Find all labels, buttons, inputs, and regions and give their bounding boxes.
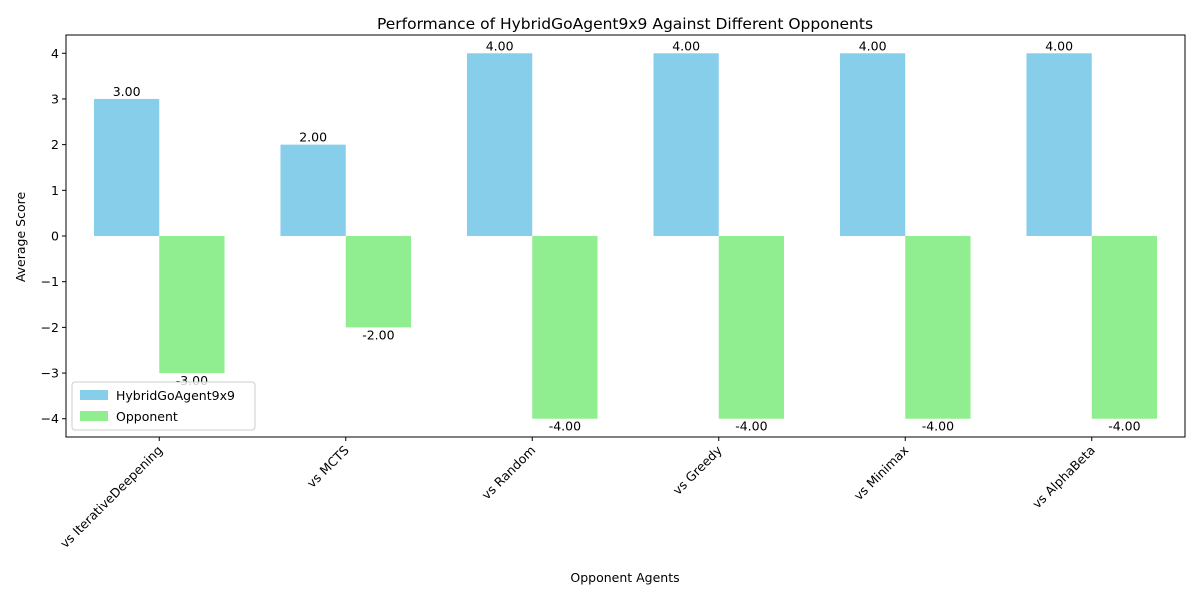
legend-swatch bbox=[80, 411, 108, 421]
legend-label: Opponent bbox=[116, 409, 178, 424]
plot-frame bbox=[65, 34, 1186, 438]
bar-value-label: 4.00 bbox=[1045, 38, 1073, 53]
bar-opponent bbox=[345, 236, 412, 328]
y-tick-label: 0 bbox=[51, 229, 59, 244]
bar-value-label: -2.00 bbox=[362, 327, 394, 342]
bar-hybrid bbox=[839, 53, 906, 236]
bar-hybrid bbox=[280, 144, 346, 236]
bar-opponent bbox=[159, 236, 225, 374]
y-tick-label: 1 bbox=[51, 183, 59, 198]
legend: HybridGoAgent9x9 Opponent bbox=[71, 381, 256, 431]
bar-value-label: -4.00 bbox=[922, 419, 954, 434]
y-tick-label: −4 bbox=[41, 411, 59, 426]
bar-opponent bbox=[905, 236, 971, 419]
bar-opponent bbox=[1091, 236, 1158, 419]
y-tick-label: −1 bbox=[41, 274, 59, 289]
chart-title: Performance of HybridGoAgent9x9 Against … bbox=[377, 15, 873, 33]
y-tick-label: −3 bbox=[41, 366, 59, 381]
x-axis-title: Opponent Agents bbox=[570, 570, 679, 585]
bar-hybrid bbox=[466, 53, 533, 236]
bar-hybrid bbox=[93, 98, 160, 236]
y-tick-label: 4 bbox=[51, 46, 59, 61]
bar-value-label: 2.00 bbox=[299, 130, 327, 145]
bar-value-label: 4.00 bbox=[486, 38, 514, 53]
y-tick-label: −2 bbox=[41, 320, 59, 335]
bar-hybrid bbox=[653, 53, 719, 236]
bar-opponent bbox=[718, 236, 785, 419]
bar-value-label: 4.00 bbox=[859, 38, 887, 53]
y-axis-title: Average Score bbox=[13, 192, 28, 283]
bar-value-label: -4.00 bbox=[549, 419, 581, 434]
bar-value-label: -4.00 bbox=[1108, 419, 1140, 434]
y-tick-label: 2 bbox=[51, 137, 59, 152]
bar-value-label: 4.00 bbox=[672, 38, 700, 53]
legend-box bbox=[71, 381, 256, 431]
bar-value-label: -4.00 bbox=[735, 419, 767, 434]
legend-swatch bbox=[80, 390, 108, 400]
y-tick-label: 3 bbox=[51, 91, 59, 106]
bar-hybrid bbox=[1026, 53, 1092, 236]
legend-label: HybridGoAgent9x9 bbox=[116, 388, 235, 403]
bar-value-label: 3.00 bbox=[113, 84, 141, 99]
bar-opponent bbox=[532, 236, 598, 419]
